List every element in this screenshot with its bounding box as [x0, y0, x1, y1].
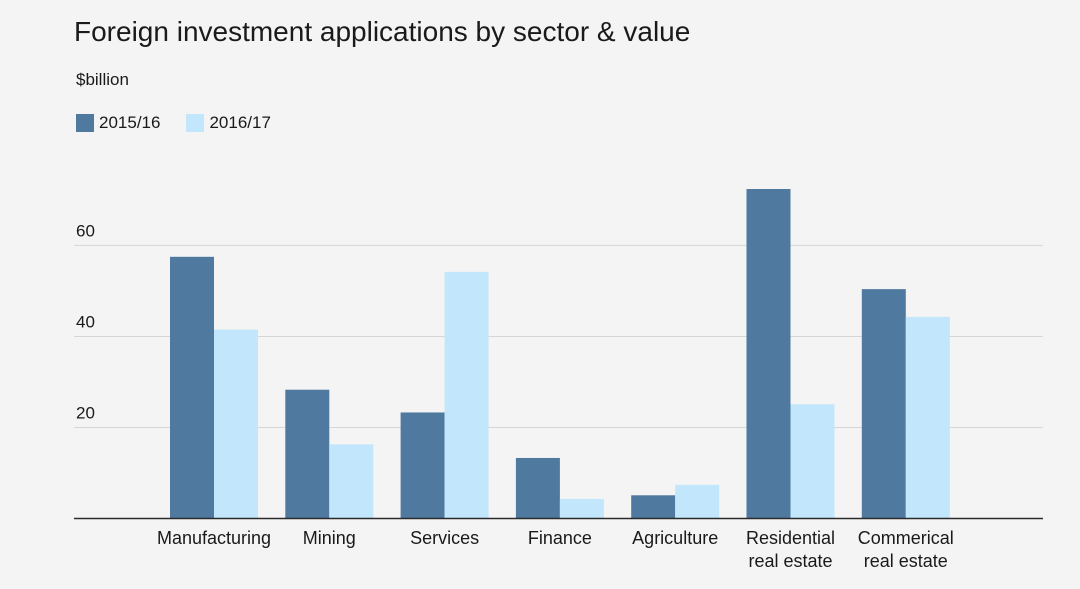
legend-label-series-2: 2016/17 — [209, 113, 271, 132]
chart-title: Foreign investment applications by secto… — [74, 16, 691, 47]
x-tick-label-4: Finance — [528, 528, 592, 548]
bar-1-7 — [861, 289, 906, 519]
bar-2-2 — [329, 444, 374, 519]
legend-swatch-series-1 — [76, 114, 94, 132]
bar-2-5 — [675, 484, 720, 519]
bar-1-3 — [400, 412, 445, 519]
bar-1-2 — [285, 389, 330, 519]
x-tick-label-3: Services — [410, 528, 479, 548]
y-tick-label-60: 60 — [76, 221, 95, 240]
legend: 2015/16 2016/17 — [76, 113, 297, 133]
legend-label-series-1: 2015/16 — [99, 113, 161, 132]
bar-2-6 — [790, 404, 835, 519]
y-tick-label-20: 20 — [76, 403, 95, 422]
bar-2-1 — [214, 329, 258, 519]
x-tick-label-5: Agriculture — [632, 528, 718, 548]
legend-item-series-2: 2016/17 — [186, 113, 271, 133]
x-tick-label-7: Commerical real estate — [858, 528, 954, 571]
bar-1-4 — [515, 457, 560, 519]
bars-layer — [170, 189, 950, 519]
legend-item-series-1: 2015/16 — [76, 113, 160, 133]
y-tick-label-40: 40 — [76, 312, 95, 331]
bar-2-3 — [444, 271, 489, 519]
x-tick-label-6: Residential real estate — [746, 528, 835, 571]
x-tick-label-1: Manufacturing — [157, 528, 271, 548]
bar-1-1 — [170, 256, 214, 519]
bar-2-7 — [905, 316, 950, 519]
bar-1-6 — [746, 189, 791, 519]
bar-1-5 — [631, 495, 676, 519]
legend-swatch-series-2 — [186, 114, 205, 132]
axis-layer: Manufacturing Mining Services Finance Agricu… — [74, 517, 1043, 571]
bar-2-4 — [559, 498, 604, 519]
chart-subtitle: $billion — [76, 70, 129, 89]
x-tick-label-2: Mining — [303, 528, 356, 548]
